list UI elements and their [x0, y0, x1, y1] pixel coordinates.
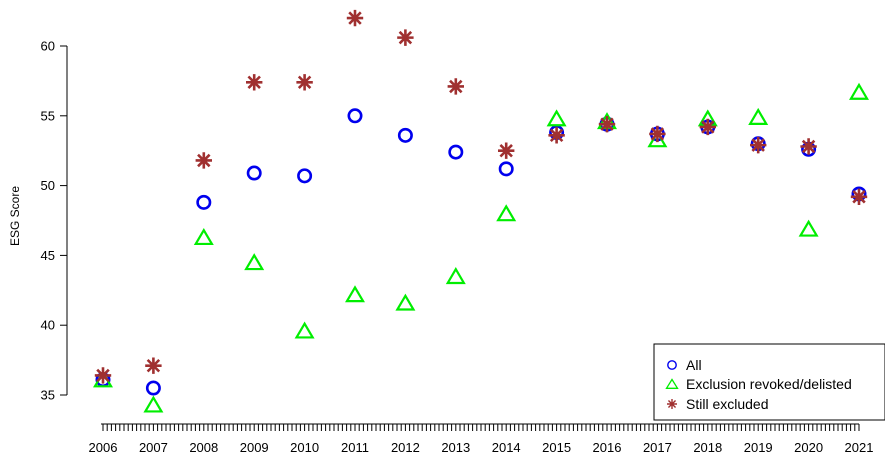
y-tick-label: 45 — [41, 248, 55, 263]
data-point-asterisk — [94, 367, 112, 384]
data-point-asterisk — [598, 115, 616, 133]
legend: All Exclusion revoked/delisted Still exc… — [653, 343, 885, 421]
legend-box — [653, 343, 885, 421]
data-point-asterisk — [649, 125, 666, 143]
data-point-circle — [448, 144, 464, 160]
x-tick-label: 2021 — [845, 440, 874, 455]
x-tick-label: 2017 — [643, 440, 672, 455]
data-point-asterisk — [145, 357, 162, 374]
legend-label-still-excluded: Still excluded — [686, 396, 769, 412]
data-point-circle — [196, 194, 212, 210]
data-point-triangle — [748, 107, 769, 125]
legend-marker-shape — [665, 378, 679, 389]
data-point-circle — [347, 108, 363, 124]
legend-item-still-excluded: Still excluded — [667, 396, 769, 412]
data-point-triangle — [345, 285, 365, 303]
data-point-triangle — [244, 253, 265, 271]
x-tick-label: 2007 — [139, 440, 168, 455]
data-point-asterisk — [296, 74, 313, 91]
data-point-asterisk — [346, 9, 364, 27]
data-point-asterisk — [195, 152, 212, 169]
data-point-asterisk — [447, 78, 464, 95]
data-point-asterisk — [699, 118, 716, 136]
x-minor-ticks — [102, 424, 860, 431]
x-tick-label: 2013 — [441, 440, 470, 455]
data-point-asterisk — [397, 29, 414, 46]
x-tick-label: 2020 — [794, 440, 823, 455]
y-tick-label: 50 — [41, 178, 55, 193]
plot-area — [93, 9, 869, 413]
x-tick-label: 2011 — [341, 440, 369, 455]
x-tick-label: 2015 — [542, 440, 571, 455]
x-tick-label: 2008 — [189, 440, 218, 455]
data-point-triangle — [395, 293, 416, 311]
data-point-triangle — [143, 395, 164, 413]
data-point-triangle — [294, 321, 315, 339]
legend-marker-shape — [667, 399, 677, 409]
legend-triangle-marker — [665, 378, 679, 389]
data-point-circle — [145, 380, 161, 396]
data-point-triangle — [849, 82, 869, 100]
data-point-triangle — [445, 267, 466, 285]
x-tick-label: 2012 — [391, 440, 420, 455]
x-tick-label: 2019 — [744, 440, 773, 455]
data-point-asterisk — [498, 142, 515, 159]
data-point-asterisk — [750, 136, 767, 154]
data-point-circle — [297, 168, 313, 184]
x-tick-label: 2009 — [240, 440, 269, 455]
x-tick-label: 2014 — [492, 440, 521, 455]
legend-asterisk-marker — [667, 399, 677, 409]
x-tick-label: 2018 — [693, 440, 722, 455]
x-tick-label: 2016 — [593, 440, 622, 455]
series-asterisk — [94, 9, 868, 384]
data-point-asterisk — [548, 127, 565, 144]
x-tick-label: 2006 — [89, 440, 118, 455]
data-point-asterisk — [800, 138, 817, 155]
legend-label-exclusion-revoked-delisted: Exclusion revoked/delisted — [686, 376, 852, 392]
legend-item-all: All — [667, 357, 702, 373]
data-point-circle — [246, 165, 262, 181]
legend-item-exclusion-revoked-delisted: Exclusion revoked/delisted — [665, 376, 852, 392]
data-point-triangle — [798, 219, 819, 237]
data-point-asterisk — [246, 74, 263, 91]
y-tick-label: 40 — [41, 318, 55, 333]
data-point-circle — [498, 161, 514, 177]
legend-label-all: All — [686, 357, 702, 373]
legend-marker-shape — [667, 360, 677, 370]
x-tick-label: 2010 — [290, 440, 319, 455]
legend-circle-marker — [667, 360, 677, 370]
y-tick-label: 55 — [41, 108, 55, 123]
data-point-circle — [397, 127, 413, 143]
y-axis-title: ESG Score — [8, 186, 22, 246]
y-tick-label: 35 — [41, 388, 55, 403]
data-point-triangle — [193, 227, 214, 246]
data-point-asterisk — [850, 188, 868, 205]
y-axis: 35 40 45 50 55 60 — [41, 39, 68, 403]
data-point-triangle — [546, 109, 567, 127]
data-point-triangle — [496, 204, 517, 222]
y-tick-label: 60 — [41, 39, 55, 54]
x-axis: 2006 2007 2008 2009 2010 2011 2012 2013 2014 2015… — [89, 423, 874, 455]
